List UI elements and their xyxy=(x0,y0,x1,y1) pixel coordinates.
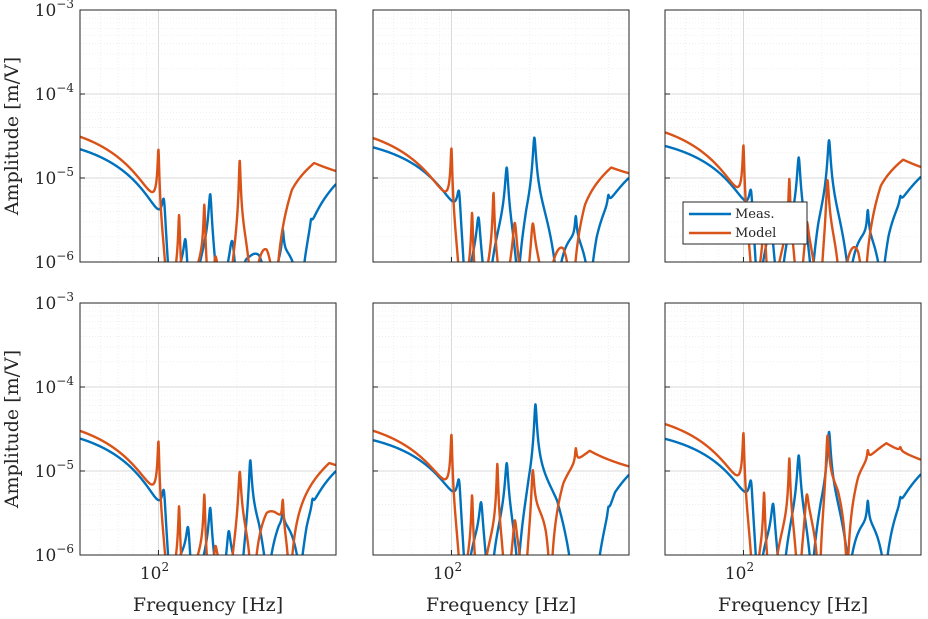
x-tick-label: 102 xyxy=(433,560,462,584)
series-meas-line xyxy=(373,136,629,262)
legend-box xyxy=(682,201,808,245)
y-axis-label: Amplitude [m/V] xyxy=(1,350,23,509)
y-tick-label: 10−6 xyxy=(35,542,74,566)
panel-5: 102 Frequency [Hz] xyxy=(372,302,630,616)
x-tick-label: 102 xyxy=(725,560,754,584)
panel-3: Meas. Model xyxy=(664,9,922,263)
series-model-line xyxy=(665,422,921,555)
panel-4: 10−6 10−5 10−4 10−3 Amplitude [m/V] 102 Freque… xyxy=(1,290,337,616)
y-tick-label: 10−4 xyxy=(35,81,75,105)
y-tick-label: 10−4 xyxy=(35,374,75,398)
axes-frame xyxy=(79,302,337,556)
y-tick-label: 10−5 xyxy=(35,458,74,482)
axes-frame xyxy=(372,302,630,556)
panel-6: 102 Frequency [Hz] xyxy=(664,302,922,616)
series-model-line xyxy=(373,136,629,262)
x-axis-label: Frequency [Hz] xyxy=(718,594,868,616)
axes-frame xyxy=(372,9,630,263)
legend: Meas. Model xyxy=(682,201,808,245)
x-tick-label: 102 xyxy=(140,560,169,584)
axes-frame xyxy=(664,9,922,263)
y-tick-label: 10−3 xyxy=(35,0,74,21)
y-tick-label: 10−6 xyxy=(35,249,74,273)
x-axis-label: Frequency [Hz] xyxy=(426,594,576,616)
x-axis-label: Frequency [Hz] xyxy=(133,594,283,616)
y-tick-label: 10−5 xyxy=(35,165,74,189)
series-meas-line xyxy=(373,403,629,555)
panel-2 xyxy=(372,9,630,263)
panel-1: 10−6 10−5 10−4 10−3 Amplitude [m/V] xyxy=(1,0,337,273)
axes-frame xyxy=(79,9,337,263)
series-model-line xyxy=(80,429,336,555)
series-model-line xyxy=(373,429,629,555)
y-tick-label: 10−3 xyxy=(35,290,74,314)
y-axis-label: Amplitude [m/V] xyxy=(1,57,23,216)
series-meas-line xyxy=(80,148,336,262)
plot-area xyxy=(80,303,336,555)
legend-label: Model xyxy=(735,226,776,241)
legend-label: Meas. xyxy=(735,207,775,222)
series-model-line xyxy=(80,135,336,262)
axes-frame xyxy=(664,302,922,556)
